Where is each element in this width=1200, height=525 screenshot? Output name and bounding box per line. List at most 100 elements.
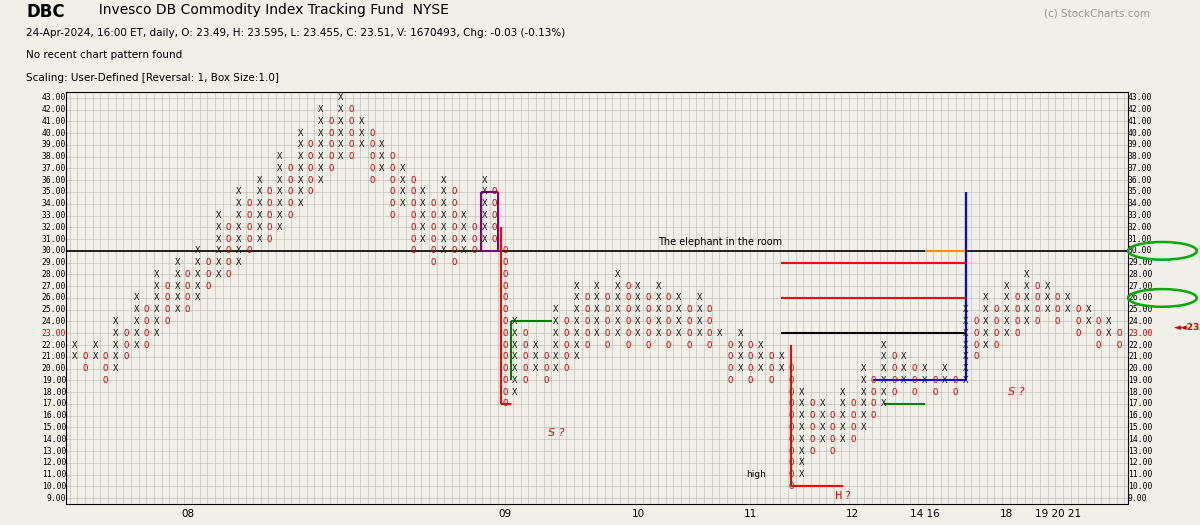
Text: X: X	[154, 270, 160, 279]
Text: X: X	[318, 117, 323, 126]
Text: O: O	[164, 281, 169, 291]
Text: O: O	[605, 317, 610, 326]
Text: X: X	[962, 352, 968, 361]
Text: 17.00: 17.00	[42, 400, 66, 408]
Text: X: X	[359, 129, 365, 138]
Text: O: O	[1096, 341, 1102, 350]
Text: X: X	[881, 400, 887, 408]
Text: X: X	[574, 329, 580, 338]
Text: O: O	[328, 140, 334, 149]
Text: O: O	[144, 329, 149, 338]
Text: X: X	[298, 129, 302, 138]
Text: O: O	[788, 411, 794, 420]
Text: high: high	[746, 470, 766, 479]
Text: 17.00: 17.00	[1128, 400, 1152, 408]
Text: O: O	[103, 364, 108, 373]
Text: O: O	[144, 341, 149, 350]
Text: O: O	[605, 305, 610, 314]
Text: O: O	[266, 223, 272, 232]
Text: O: O	[564, 364, 569, 373]
Text: O: O	[1034, 305, 1040, 314]
Text: O: O	[768, 364, 774, 373]
Text: X: X	[1025, 317, 1030, 326]
Text: X: X	[318, 140, 323, 149]
Text: X: X	[277, 223, 282, 232]
Text: 18: 18	[1000, 509, 1013, 519]
Text: X: X	[113, 364, 119, 373]
Text: O: O	[164, 305, 169, 314]
Text: X: X	[840, 411, 845, 420]
Text: 38.00: 38.00	[1128, 152, 1152, 161]
Text: 41.00: 41.00	[42, 117, 66, 126]
Text: 9.00: 9.00	[1128, 494, 1147, 502]
Text: X: X	[820, 423, 824, 432]
Text: X: X	[236, 235, 241, 244]
Text: 25.00: 25.00	[1128, 305, 1152, 314]
Text: 16.00: 16.00	[42, 411, 66, 420]
Text: X: X	[1045, 305, 1050, 314]
Text: X: X	[400, 164, 406, 173]
Text: O: O	[646, 293, 650, 302]
Text: O: O	[502, 305, 508, 314]
Text: O: O	[287, 187, 293, 196]
Text: X: X	[298, 164, 302, 173]
Text: X: X	[697, 317, 702, 326]
Text: X: X	[594, 281, 600, 291]
Text: X: X	[440, 199, 446, 208]
Text: O: O	[748, 352, 754, 361]
Text: O: O	[994, 317, 998, 326]
Text: X: X	[338, 105, 343, 114]
Text: O: O	[226, 223, 232, 232]
Text: X: X	[677, 317, 682, 326]
Text: X: X	[962, 305, 968, 314]
Text: X: X	[420, 199, 426, 208]
Text: O: O	[851, 411, 856, 420]
Text: 21.00: 21.00	[42, 352, 66, 361]
Text: 37.00: 37.00	[42, 164, 66, 173]
Text: X: X	[196, 270, 200, 279]
Text: O: O	[1014, 317, 1019, 326]
Text: X: X	[257, 211, 262, 220]
Text: 09: 09	[498, 509, 511, 519]
Text: X: X	[1066, 293, 1070, 302]
Text: X: X	[533, 341, 539, 350]
Text: X: X	[553, 317, 559, 326]
Text: O: O	[307, 187, 313, 196]
Text: X: X	[440, 211, 446, 220]
Text: 43.00: 43.00	[42, 93, 66, 102]
Text: 39.00: 39.00	[42, 140, 66, 149]
Text: Scaling: User-Defined [Reversal: 1, Box Size:1.0]: Scaling: User-Defined [Reversal: 1, Box …	[26, 73, 280, 83]
Text: O: O	[748, 364, 754, 373]
Text: X: X	[1025, 270, 1030, 279]
Text: S ?: S ?	[1008, 387, 1025, 397]
Text: O: O	[686, 305, 692, 314]
Text: O: O	[564, 329, 569, 338]
Text: X: X	[840, 423, 845, 432]
Text: O: O	[584, 341, 589, 350]
Text: 32.00: 32.00	[42, 223, 66, 232]
Text: O: O	[994, 329, 998, 338]
Text: X: X	[901, 376, 907, 385]
Text: O: O	[164, 317, 169, 326]
Text: O: O	[431, 199, 436, 208]
Text: X: X	[236, 223, 241, 232]
Text: O: O	[912, 387, 917, 397]
Text: O: O	[666, 305, 671, 314]
Text: X: X	[553, 341, 559, 350]
Text: O: O	[748, 341, 754, 350]
Text: O: O	[1075, 317, 1081, 326]
Text: X: X	[113, 352, 119, 361]
Text: O: O	[829, 435, 835, 444]
Text: 14.00: 14.00	[1128, 435, 1152, 444]
Text: X: X	[677, 293, 682, 302]
Text: 10.00: 10.00	[42, 482, 66, 491]
Text: O: O	[472, 246, 476, 255]
Text: 29.00: 29.00	[1128, 258, 1152, 267]
Text: O: O	[912, 376, 917, 385]
Text: 19.00: 19.00	[42, 376, 66, 385]
Text: X: X	[983, 293, 989, 302]
Text: O: O	[788, 435, 794, 444]
Text: X: X	[1045, 293, 1050, 302]
Text: X: X	[594, 305, 600, 314]
Text: X: X	[574, 293, 580, 302]
